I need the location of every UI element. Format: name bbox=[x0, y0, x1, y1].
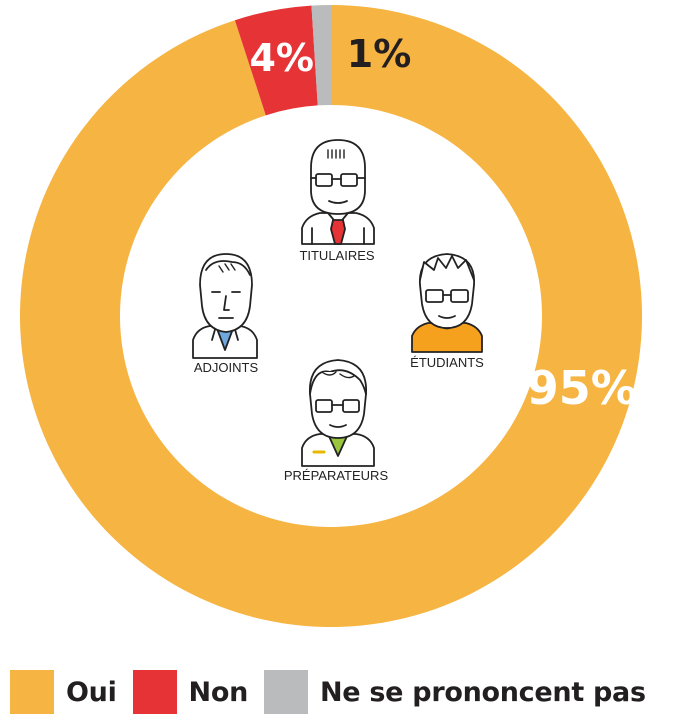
donut-slices bbox=[20, 5, 643, 627]
slice-value-labels: 95% 4% 1% bbox=[249, 32, 636, 415]
value-label-oui: 95% bbox=[527, 361, 637, 415]
etudiant-person-icon bbox=[411, 253, 483, 353]
center-label-titulaires: TITULAIRES bbox=[299, 248, 374, 263]
legend-label-oui: Oui bbox=[66, 676, 117, 708]
legend-swatch-oui bbox=[10, 670, 54, 714]
legend-swatch-non bbox=[132, 670, 177, 714]
center-label-preparateurs: PRÉPARATEURS bbox=[284, 468, 389, 483]
preparateur-person-icon bbox=[301, 359, 375, 467]
adjoint-person-icon bbox=[192, 253, 258, 359]
legend-item-oui: Oui bbox=[10, 670, 117, 714]
slice-non bbox=[234, 5, 318, 116]
chart-legend: Oui Non Ne se prononcent pas bbox=[10, 668, 662, 716]
legend-label-non: Non bbox=[188, 676, 249, 708]
titulaire-person-icon bbox=[301, 139, 375, 245]
center-label-adjoints: ADJOINTS bbox=[194, 360, 259, 375]
legend-item-ne-se-prononcent-pas: Ne se prononcent pas bbox=[264, 670, 646, 714]
slice-oui bbox=[20, 5, 643, 627]
legend-item-non: Non bbox=[132, 670, 249, 714]
value-label-non: 4% bbox=[249, 36, 314, 80]
slice-ne-se-prononcent-pas bbox=[311, 5, 331, 106]
legend-swatch-ne-se-prononcent-pas bbox=[264, 670, 308, 714]
center-label-etudiants: ÉTUDIANTS bbox=[410, 355, 484, 370]
value-label-ne-se-prononcent-pas: 1% bbox=[347, 32, 412, 76]
legend-label-ne-se-prononcent-pas: Ne se prononcent pas bbox=[320, 676, 646, 708]
